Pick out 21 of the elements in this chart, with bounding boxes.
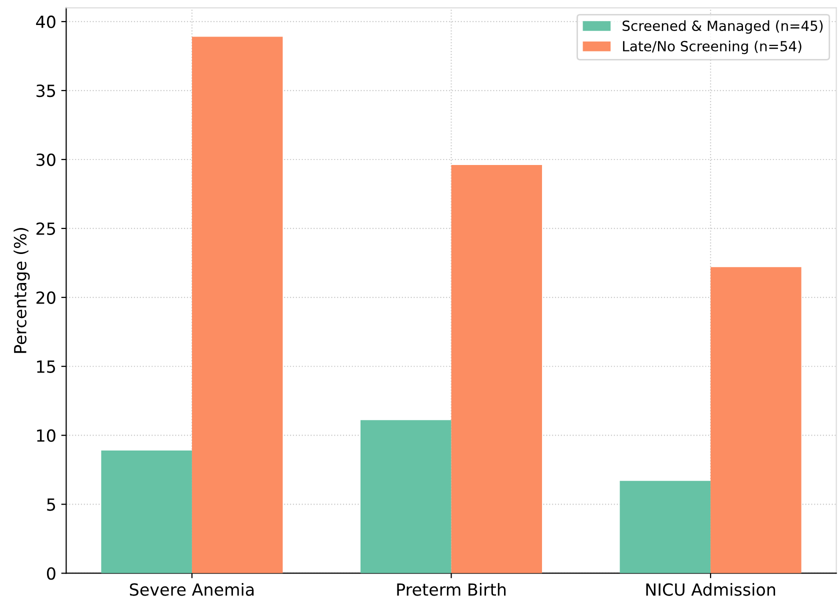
- legend-label: Screened & Managed (n=45): [622, 20, 823, 34]
- x-tick-label: Preterm Birth: [397, 582, 506, 596]
- bar: [710, 267, 802, 574]
- y-tick-label: 0: [46, 567, 56, 580]
- bar: [451, 165, 542, 574]
- bar: [620, 480, 711, 574]
- y-tick-label: 20: [36, 291, 56, 304]
- bar: [101, 450, 192, 574]
- y-axis-title: Percentage (%): [14, 228, 30, 353]
- y-tick-label: 40: [36, 16, 56, 28]
- y-tick-label: 30: [36, 153, 56, 166]
- y-tick-label: 35: [36, 84, 56, 98]
- bar: [360, 420, 452, 574]
- y-tick-label: 10: [37, 429, 56, 442]
- y-tick-label: 5: [47, 498, 56, 511]
- x-tick-label: NICU Admission: [646, 582, 776, 596]
- legend-label: Late/No Screening (n=54): [623, 40, 802, 54]
- bar: [192, 36, 283, 574]
- x-tick-label: Severe Anemia: [130, 582, 254, 596]
- y-tick-label: 15: [37, 360, 56, 373]
- y-tick-label: 25: [36, 222, 56, 236]
